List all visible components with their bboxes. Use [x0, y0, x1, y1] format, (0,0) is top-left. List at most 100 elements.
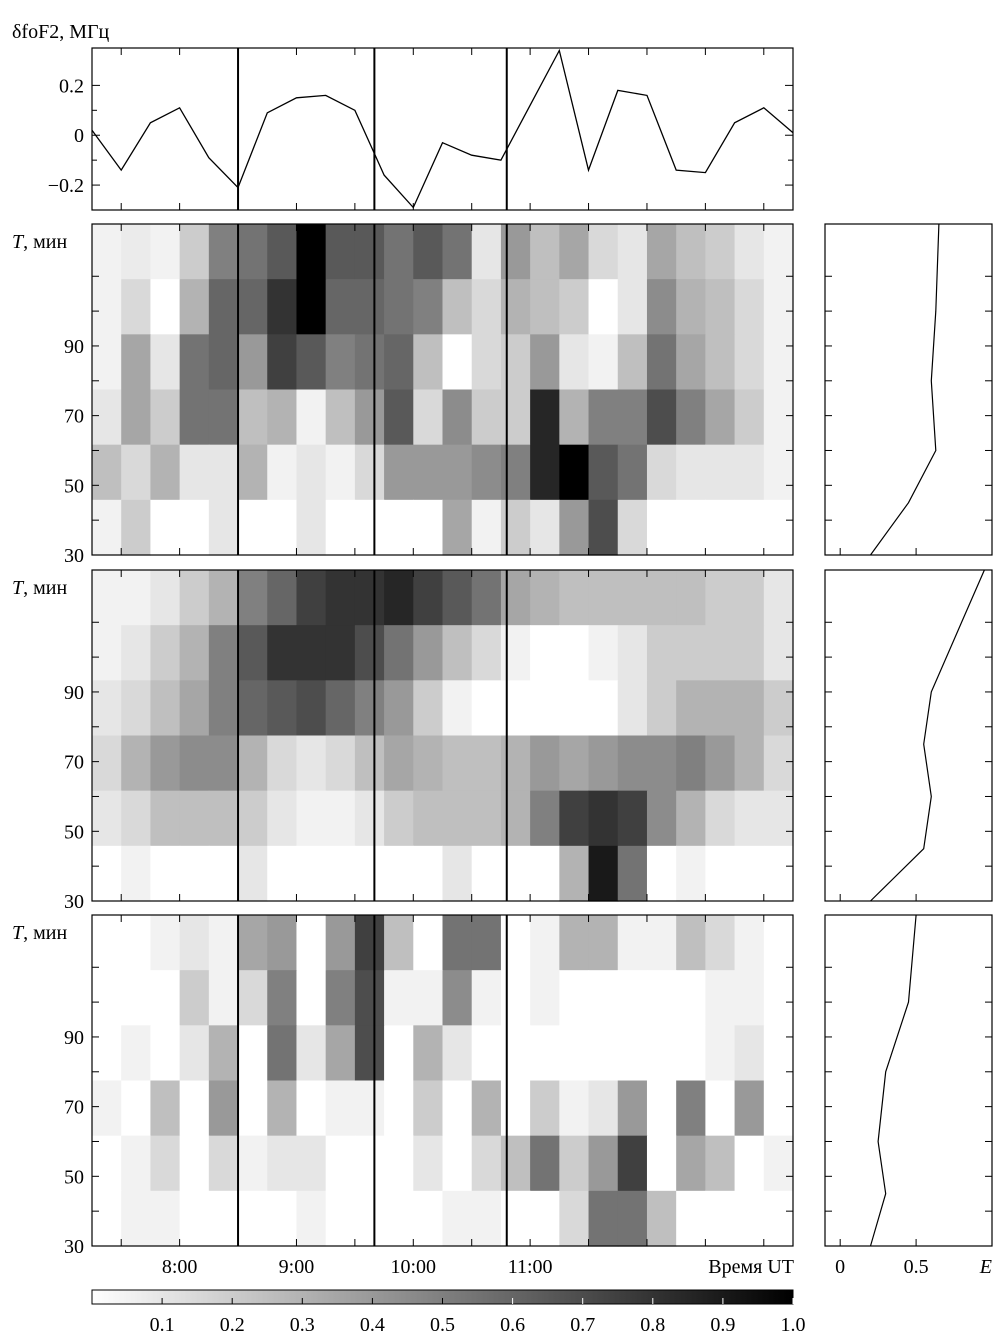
heatmap-cell: [413, 224, 444, 280]
heatmap-cell: [763, 570, 794, 626]
heatmap-cell: [92, 570, 122, 626]
heatmap-cell: [588, 334, 619, 391]
heatmap-cell: [413, 1080, 444, 1137]
colorbar-tick-label: 0.2: [220, 1314, 245, 1336]
heatmap-panel-2: 90 70 50 30 T, мин: [12, 569, 794, 913]
heatmap-cell: [646, 279, 677, 335]
heatmap-cell: [559, 735, 590, 792]
heatmap-cell: [92, 970, 122, 1026]
heatmap-cell: [179, 570, 210, 626]
heatmap-cell: [676, 1135, 706, 1192]
heatmap-cell: [267, 389, 298, 446]
heatmap-cell: [500, 1025, 531, 1082]
heatmap-ylabel: T, мин: [12, 922, 67, 944]
heatmap-cell: [267, 444, 298, 501]
heatmap-cell: [559, 970, 590, 1026]
time-axis-label: Время UT: [708, 1256, 794, 1278]
heatmap-cell: [676, 790, 706, 847]
heatmap-cell: [646, 224, 677, 280]
heatmap-cell: [530, 224, 560, 280]
heatmap-cell: [705, 389, 736, 446]
heatmap-cell: [588, 570, 619, 626]
heatmap-cell: [179, 334, 210, 391]
heatmap-cell: [646, 1080, 677, 1137]
heatmap-cell: [296, 970, 327, 1026]
heatmap-cell: [267, 224, 298, 280]
heatmap-cell: [530, 625, 560, 681]
heatmap-cell: [471, 1080, 502, 1137]
heatmap-cell: [267, 845, 298, 902]
time-tick-label: 8:00: [162, 1256, 198, 1278]
heatmap-cell: [179, 680, 210, 737]
heatmap-cell: [471, 334, 502, 391]
heatmap-frame: [91, 914, 794, 1247]
heatmap-cell: [734, 499, 765, 556]
heatmap-cell: [267, 1025, 298, 1082]
heatmap-cell: [413, 499, 444, 556]
heatmap-cell: [763, 680, 794, 737]
heatmap-cell: [676, 444, 706, 501]
heatmap-cell: [150, 444, 181, 501]
heatmap-cell: [530, 735, 560, 792]
heatmap-cell: [588, 845, 619, 902]
heatmap-cell: [384, 970, 414, 1026]
heatmap-cell: [588, 1025, 619, 1082]
energy-panel-1: [824, 223, 993, 556]
heatmap-cell: [267, 1080, 298, 1137]
heatmap-cell: [238, 444, 268, 501]
heatmap-cell: [617, 444, 648, 501]
heatmap-cell: [354, 1190, 385, 1247]
heatmap-cell: [208, 845, 239, 902]
top-panel-ylabel: δfoF2, МГц: [12, 21, 110, 43]
heatmap-cell: [734, 1080, 765, 1137]
heatmap-cell: [734, 915, 765, 971]
heatmap-cell: [442, 970, 473, 1026]
colorbar-tick-label: 0.6: [500, 1314, 525, 1336]
heatmap-cell: [763, 224, 794, 280]
heatmap-cell: [500, 224, 531, 280]
heatmap-cell: [763, 790, 794, 847]
heatmap-cell: [238, 1025, 268, 1082]
heatmap-cell: [296, 334, 327, 391]
heatmap-cell: [92, 1190, 122, 1247]
heatmap-cell: [705, 1080, 736, 1137]
heatmap-cell: [384, 279, 414, 335]
heatmap-cell: [413, 1135, 444, 1192]
heatmap-cell: [500, 389, 531, 446]
heatmap-cell: [646, 389, 677, 446]
heatmap-cell: [500, 845, 531, 902]
heatmap-cell: [471, 499, 502, 556]
heatmap-cell: [734, 680, 765, 737]
heatmap-cell: [92, 224, 122, 280]
heatmap-cell: [500, 279, 531, 335]
heatmap-cell: [559, 570, 590, 626]
heatmap-cell: [325, 970, 356, 1026]
heatmap-cell: [530, 970, 560, 1026]
heatmap-cell: [705, 334, 736, 391]
heatmap-cell: [150, 1135, 181, 1192]
heatmap-cell: [179, 735, 210, 792]
heatmap-cell: [500, 625, 531, 681]
heatmap-cell: [705, 279, 736, 335]
heatmap-cell: [646, 1190, 677, 1247]
heatmap-cell: [92, 279, 122, 335]
heatmap-cell: [121, 444, 152, 501]
heatmap-cell: [413, 845, 444, 902]
heatmap-cell: [238, 334, 268, 391]
heatmap-cell: [354, 444, 385, 501]
heatmap-cell: [179, 970, 210, 1026]
heatmap-cell: [384, 1190, 414, 1247]
heatmap-cell: [734, 389, 765, 446]
heatmap-ytick-label: 50: [64, 1166, 84, 1188]
heatmap-cell: [413, 735, 444, 792]
heatmap-cell: [150, 735, 181, 792]
heatmap-frame: [91, 223, 794, 556]
heatmap-cell: [559, 224, 590, 280]
heatmap-cell: [500, 680, 531, 737]
colorbar-tick-label: 0.7: [570, 1314, 595, 1336]
heatmap-cell: [646, 444, 677, 501]
heatmap-cell: [208, 1135, 239, 1192]
heatmap-cell: [530, 279, 560, 335]
heatmap-cell: [617, 279, 648, 335]
heatmap-cell: [705, 735, 736, 792]
